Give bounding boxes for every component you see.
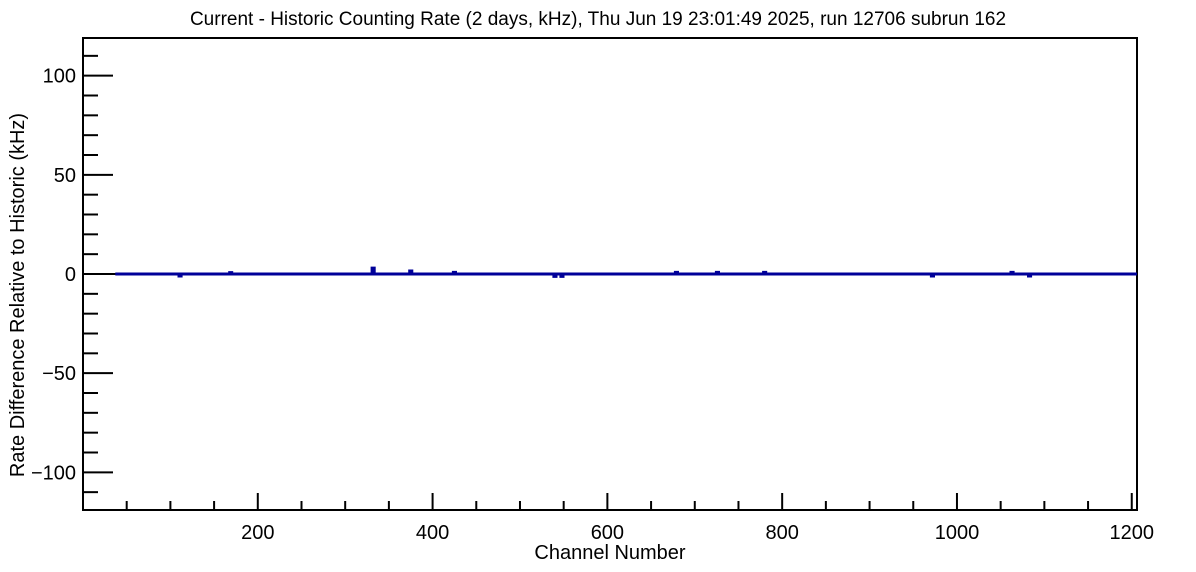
y-tick-label: 100 — [43, 66, 76, 88]
x-tick-label: 1000 — [935, 522, 980, 544]
plot-area: 200 400 600 800 1000 1200 −100 −50 0 50 100 — [31, 37, 1155, 544]
x-tick-label: 1200 — [1110, 522, 1155, 544]
y-tick-label: −50 — [42, 363, 76, 385]
x-axis-title: Channel Number — [534, 542, 686, 564]
y-tick-label: −100 — [31, 462, 76, 484]
x-tick-label: 600 — [591, 522, 624, 544]
y-tick-label: 50 — [54, 165, 76, 187]
x-tick-label: 800 — [765, 522, 798, 544]
x-tick-label: 200 — [241, 522, 274, 544]
y-tick-label: 0 — [65, 264, 76, 286]
y-axis-title: Rate Difference Relative to Historic (kH… — [7, 113, 29, 477]
x-tick-label: 400 — [416, 522, 449, 544]
data-series-line — [115, 266, 1137, 278]
chart-title: Current - Historic Counting Rate (2 days… — [190, 9, 1006, 30]
